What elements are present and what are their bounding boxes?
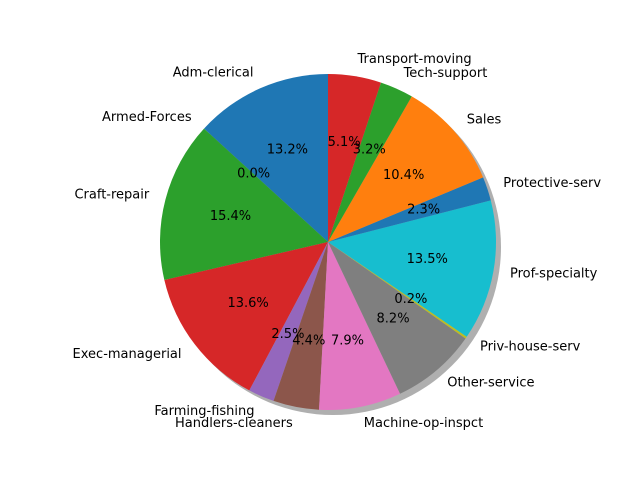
slice-percent-machine-op-inspct: 7.9% <box>331 333 364 348</box>
slice-percent-sales: 10.4% <box>383 168 424 183</box>
slice-percent-prof-specialty: 13.5% <box>407 252 448 267</box>
slice-label-prof-specialty: Prof-specialty <box>510 267 598 282</box>
slice-label-machine-op-inspct: Machine-op-inspct <box>364 416 483 431</box>
slice-label-protective-serv: Protective-serv <box>503 176 601 191</box>
slice-exec-managerial <box>164 242 328 391</box>
slice-label-farming-fishing: Farming-fishing <box>154 404 254 419</box>
slice-priv-house-serv <box>328 242 467 339</box>
slice-percent-tech-support: 3.2% <box>353 143 386 158</box>
slice-machine-op-inspct <box>319 242 401 410</box>
slice-sales <box>328 96 484 243</box>
slice-label-priv-house-serv: Priv-house-serv <box>480 340 581 355</box>
slice-label-exec-managerial: Exec-managerial <box>73 347 182 362</box>
slice-craft-repair <box>159 128 328 280</box>
slice-transport-moving <box>328 74 381 242</box>
slice-label-craft-repair: Craft-repair <box>74 188 149 203</box>
slice-percent-transport-moving: 5.1% <box>328 135 361 150</box>
slice-percent-labels: 13.2% 0.0% 15.4% 13.6% 2.5%4.4% 7.9% 8.2% 0.2% 1… <box>210 135 448 348</box>
pie-slices <box>159 74 496 410</box>
slice-handlers-cleaners <box>273 242 328 410</box>
slice-farming-fishing <box>249 242 328 401</box>
slice-adm-clerical <box>204 74 328 242</box>
slice-label-sales: Sales <box>467 112 502 127</box>
slice-percent-craft-repair: 15.4% <box>210 209 251 224</box>
slice-label-tech-support: Tech-support <box>403 66 488 81</box>
slice-label-handlers-cleaners: Handlers-cleaners <box>175 416 293 431</box>
slice-tech-support <box>328 82 412 242</box>
slice-label-transport-moving: Transport-moving <box>357 52 472 67</box>
slice-other-service <box>328 242 466 394</box>
slice-percent-farming-fishing: 2.5% <box>271 327 304 342</box>
slice-percent-handlers-cleaners: 4.4% <box>292 333 325 348</box>
slice-percent-other-service: 8.2% <box>377 312 410 327</box>
slice-percent-armed-forces: 0.0% <box>237 166 270 181</box>
slice-percent-adm-clerical: 13.2% <box>267 142 308 157</box>
slice-labels: Adm-clerical Armed-Forces Craft-repair Exec… <box>73 52 602 431</box>
slice-label-armed-forces: Armed-Forces <box>102 110 192 125</box>
slice-percent-exec-managerial: 13.6% <box>227 296 268 311</box>
slice-label-other-service: Other-service <box>447 376 534 391</box>
slice-protective-serv <box>328 177 491 242</box>
slice-percent-protective-serv: 2.3% <box>407 203 440 218</box>
slice-percent-priv-house-serv: 0.2% <box>394 292 427 307</box>
slice-prof-specialty <box>328 200 496 337</box>
slice-label-adm-clerical: Adm-clerical <box>173 65 254 80</box>
